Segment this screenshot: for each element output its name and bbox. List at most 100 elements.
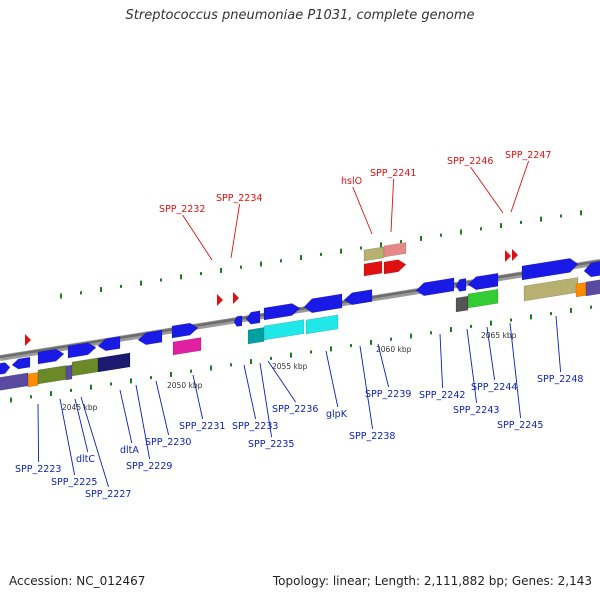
gene-feature [467, 272, 499, 290]
tick-label: 2050 kbp [167, 381, 203, 390]
genome-title: Streptococcus pneumoniae P1031, complete… [125, 8, 475, 23]
strand-dot [180, 274, 182, 280]
gene-label-SPP_2247: SPP_2247 [505, 150, 551, 161]
dots-upper [60, 210, 582, 299]
strand-dot [280, 259, 282, 263]
leader-line [267, 360, 296, 403]
strand-dot [240, 265, 242, 269]
gene-label-SPP_2241: SPP_2241 [370, 168, 416, 179]
gene-feature [363, 260, 383, 277]
genome-summary: Topology: linear; Length: 2,111,882 bp; … [272, 574, 592, 588]
strand-dot [50, 391, 52, 397]
strand-dot [360, 246, 362, 250]
gene-label-SPP_2246: SPP_2246 [447, 156, 493, 167]
strand-dot [160, 278, 162, 282]
gene-feature [137, 329, 163, 345]
leader-line [155, 380, 170, 436]
gene-label-SPP_2239: SPP_2239 [365, 389, 411, 400]
leader-line [37, 403, 40, 463]
strand-dot [150, 376, 152, 380]
strand-dot [30, 395, 32, 399]
gene-label-SPP_2229: SPP_2229 [126, 461, 172, 472]
gene-label-hslO: hslO [341, 176, 362, 187]
leader-line [466, 328, 478, 404]
gene-feature [585, 279, 600, 297]
gene-label-SPP_2223: SPP_2223 [15, 464, 61, 475]
red-marker [512, 249, 518, 261]
red-marker [233, 292, 239, 304]
leader-line [359, 345, 374, 430]
strand-dot [170, 371, 172, 377]
strand-dot [510, 318, 512, 322]
strand-dot [410, 333, 412, 339]
gene-feature [343, 289, 373, 305]
strand-dot [80, 291, 82, 295]
strand-dot [430, 331, 432, 335]
gene-features [0, 242, 600, 391]
strand-dot [440, 233, 442, 237]
gene-label-SPP_2243: SPP_2243 [453, 405, 499, 416]
gene-feature [245, 310, 261, 325]
gene-feature [65, 364, 73, 381]
strand-dot [560, 214, 562, 218]
gene-label-SPP_2233: SPP_2233 [232, 421, 278, 432]
leader-line [259, 362, 273, 438]
gene-label-SPP_2231: SPP_2231 [179, 421, 225, 432]
strand-dot [90, 384, 92, 390]
gene-label-SPP_2235: SPP_2235 [248, 439, 294, 450]
strand-dot [390, 337, 392, 341]
leader-line [135, 384, 151, 460]
strand-dot [200, 272, 202, 276]
strand-dot [590, 305, 592, 309]
gene-feature [97, 352, 131, 373]
gene-feature [263, 303, 301, 321]
strand-dot [580, 210, 582, 216]
backbone-line [0, 259, 600, 359]
gene-feature [303, 293, 343, 313]
strand-dot [270, 356, 272, 360]
gene-feature [37, 365, 67, 385]
gene-labels: SPP_2232 SPP_2234 hslO SPP_2241 SPP_2246 SPP_… [15, 150, 583, 500]
gene-feature [233, 315, 243, 327]
leader-line [325, 350, 339, 408]
tick-labels: 2045 kbp 2050 kbp 2055 kbp 2060 kbp 2065 kbp [62, 331, 517, 412]
strand-dot [380, 242, 382, 248]
label-leaders [37, 160, 562, 488]
gene-feature [415, 277, 455, 296]
gene-label-SPP_2245: SPP_2245 [497, 420, 543, 431]
gene-feature [455, 278, 467, 292]
gene-feature [383, 259, 407, 275]
gene-label-SPP_2230: SPP_2230 [145, 437, 191, 448]
strand-dot [490, 320, 492, 326]
strand-dot [460, 229, 462, 235]
gene-label-SPP_2236: SPP_2236 [272, 404, 318, 415]
gene-label-glpK: glpK [326, 409, 348, 420]
strand-dot [230, 363, 232, 367]
gene-feature [263, 319, 305, 341]
leader-line [390, 178, 395, 233]
gene-label-SPP_2227: SPP_2227 [85, 489, 131, 500]
tick-label: 2055 kbp [272, 362, 308, 371]
strand-dot [400, 240, 402, 244]
gene-feature [247, 327, 265, 345]
strand-dot [320, 252, 322, 256]
strand-dot [10, 397, 12, 403]
strand-dot [130, 378, 132, 384]
gene-label-SPP_2248: SPP_2248 [537, 374, 583, 385]
leader-line [243, 364, 257, 420]
leader-line [439, 333, 444, 389]
gene-feature [97, 336, 121, 352]
gene-feature [521, 258, 579, 281]
red-markers [25, 249, 518, 346]
leader-line [352, 186, 373, 235]
strand-dot [120, 284, 122, 288]
leader-line [555, 315, 562, 373]
strand-dot [310, 350, 312, 354]
strand-dot [60, 293, 62, 299]
strand-dot [470, 324, 472, 328]
strand-dot [420, 235, 422, 241]
gene-feature [363, 246, 385, 262]
gene-label-SPP_2242: SPP_2242 [419, 390, 465, 401]
leader-line [192, 374, 204, 420]
leader-line [80, 396, 110, 488]
